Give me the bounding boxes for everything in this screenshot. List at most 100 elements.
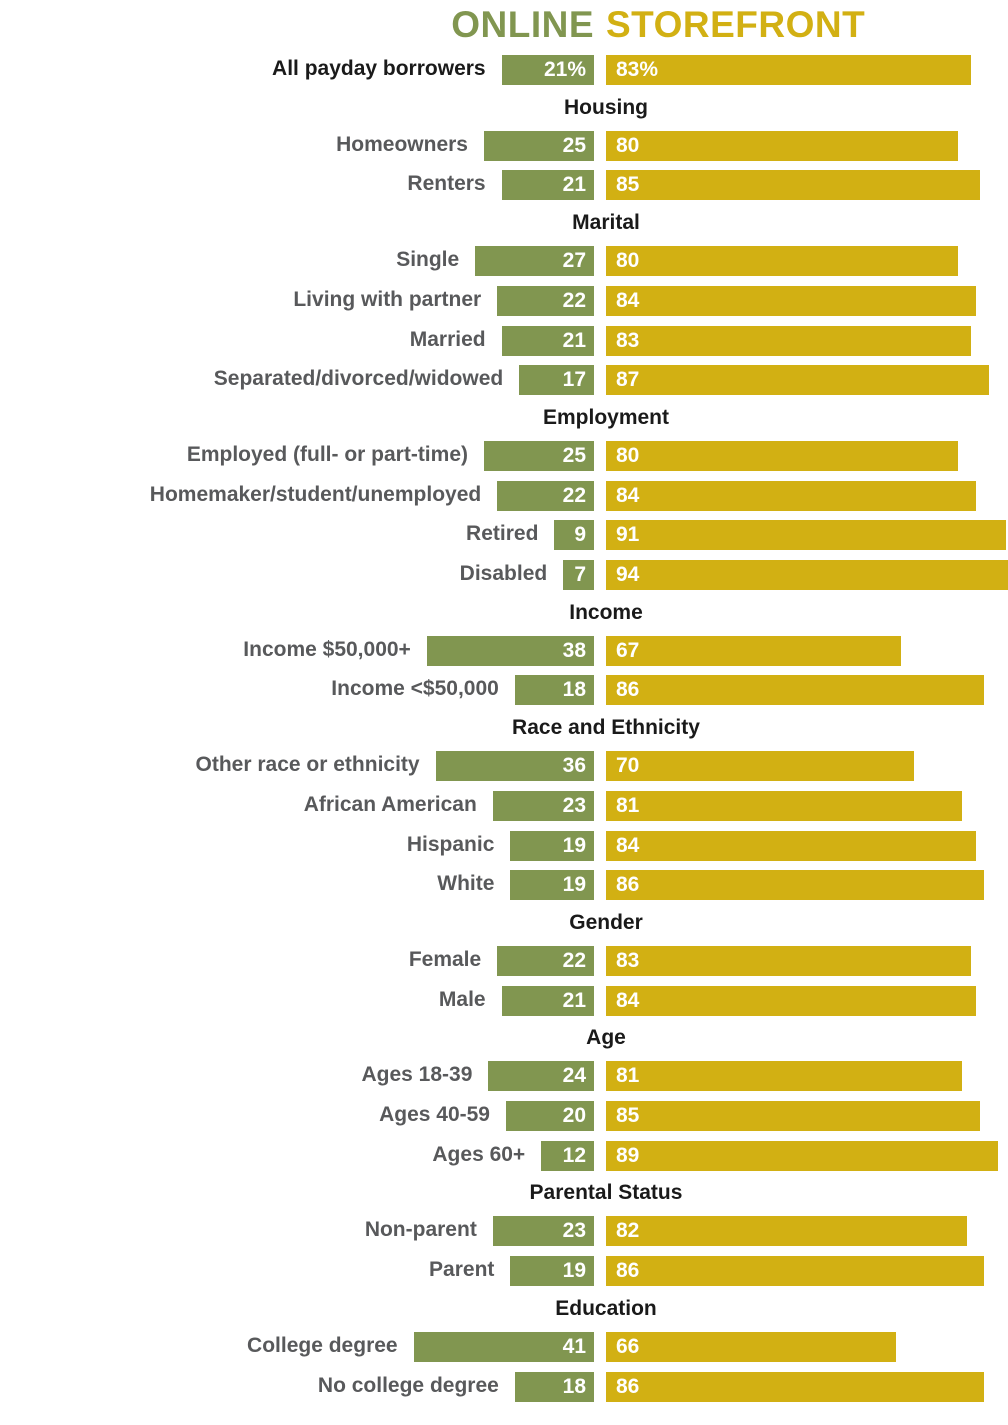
- storefront-bar: [606, 285, 976, 316]
- storefront-value: 94: [616, 563, 640, 586]
- storefront-value: 84: [616, 483, 640, 507]
- row-label: Single: [396, 248, 460, 272]
- row-label: African American: [303, 792, 477, 816]
- online-bar: [510, 830, 594, 861]
- storefront-bar: [606, 440, 958, 471]
- online-bar: [501, 985, 594, 1016]
- online-bar: [426, 635, 594, 666]
- online-value: 18: [562, 1374, 586, 1398]
- storefront-value: 82: [616, 1219, 640, 1243]
- online-value: 23: [562, 793, 586, 817]
- row-label: Disabled: [459, 562, 548, 585]
- online-value: 12: [562, 1143, 586, 1167]
- storefront-value: 83: [616, 948, 640, 972]
- online-value: 25: [562, 443, 586, 467]
- online-value: 22: [562, 948, 586, 972]
- online-bar: [510, 870, 594, 901]
- group-heading: Marital: [572, 211, 640, 235]
- online-bar: [413, 1331, 594, 1362]
- total-label: All payday borrowers: [272, 57, 486, 80]
- storefront-bar: [606, 790, 963, 821]
- online-value: 18: [562, 678, 586, 702]
- storefront-bar: [606, 365, 989, 396]
- storefront-bar: [606, 170, 980, 201]
- online-value: 19: [562, 833, 586, 857]
- storefront-bar: [606, 635, 901, 666]
- storefront-value: 85: [616, 1104, 640, 1127]
- storefront-bar: [606, 1216, 967, 1247]
- online-value: 9: [574, 523, 586, 547]
- storefront-bar: [606, 1061, 963, 1092]
- storefront-bar: [606, 1331, 897, 1362]
- group-heading: Housing: [564, 95, 648, 119]
- online-bar: [510, 1256, 594, 1287]
- group-heading: Education: [555, 1296, 657, 1320]
- storefront-bar: [606, 480, 976, 511]
- storefront-bar: [606, 870, 985, 901]
- online-bar: [501, 170, 594, 201]
- storefront-value: 81: [616, 793, 640, 817]
- row-label: Income $50,000+: [243, 637, 411, 661]
- online-value: 19: [562, 873, 586, 897]
- online-bar: [475, 246, 594, 277]
- online-bar: [492, 1216, 594, 1247]
- row-label: Married: [409, 327, 486, 351]
- online-bar: [563, 560, 594, 590]
- online-bar: [541, 1140, 594, 1171]
- row-label: Renters: [407, 172, 486, 196]
- storefront-value: 81: [616, 1064, 640, 1088]
- storefront-bar: [606, 520, 1007, 551]
- group-heading: Parental Status: [529, 1181, 683, 1205]
- group-heading: Age: [586, 1026, 626, 1050]
- storefront-bar: [606, 985, 976, 1016]
- storefront-bar: [606, 1256, 985, 1287]
- row-label: Ages 40-59: [379, 1103, 490, 1126]
- storefront-bar: [606, 945, 972, 976]
- group-heading: Race and Ethnicity: [512, 716, 700, 740]
- storefront-value: 86: [616, 678, 640, 702]
- online-value: 23: [562, 1219, 586, 1243]
- online-bar: [435, 751, 594, 782]
- storefront-value: 84: [616, 288, 640, 312]
- row-label: Separated/divorced/widowed: [213, 367, 504, 391]
- group-heading: Income: [569, 600, 643, 624]
- storefront-value: 91: [616, 523, 640, 547]
- storefront-value: 70: [616, 754, 640, 778]
- online-bar: [519, 365, 594, 396]
- online-bar: [514, 675, 594, 706]
- storefront-value: 84: [616, 833, 640, 857]
- online-bar: [514, 1371, 594, 1402]
- row-label: Female: [408, 947, 482, 971]
- row-label: Employed (full- or part-time): [186, 442, 468, 466]
- online-value: 21: [562, 173, 586, 197]
- online-value: 25: [562, 133, 586, 157]
- storefront-bar: [606, 55, 972, 85]
- online-bar: [497, 945, 594, 976]
- storefront-bar: [606, 560, 1008, 590]
- row-label: Non-parent: [364, 1218, 477, 1242]
- row-label: College degree: [247, 1333, 398, 1357]
- storefront-value: 87: [616, 368, 640, 392]
- online-bar: [501, 325, 594, 356]
- row-label: Ages 60+: [432, 1142, 526, 1166]
- online-value: 17: [562, 368, 586, 392]
- storefront-bar: [606, 675, 985, 706]
- row-label: Hispanic: [406, 832, 495, 856]
- storefront-bar: [606, 830, 976, 861]
- group-heading: Employment: [542, 405, 670, 429]
- storefront-bar: [606, 325, 972, 356]
- online-bar: [497, 480, 594, 511]
- online-value: 24: [562, 1064, 586, 1088]
- storefront-value: 89: [616, 1143, 640, 1167]
- row-label: Income <$50,000: [331, 677, 499, 701]
- storefront-value: 85: [616, 173, 640, 197]
- online-value: 21: [562, 988, 586, 1012]
- row-label: Living with partner: [293, 287, 482, 311]
- online-value: 20: [562, 1104, 586, 1127]
- online-value: 21: [562, 328, 586, 352]
- storefront-value: 80: [616, 133, 640, 157]
- row-label: Homemaker/student/unemployed: [149, 482, 482, 506]
- storefront-value: 80: [616, 443, 640, 467]
- storefront-value: 83%: [616, 58, 659, 81]
